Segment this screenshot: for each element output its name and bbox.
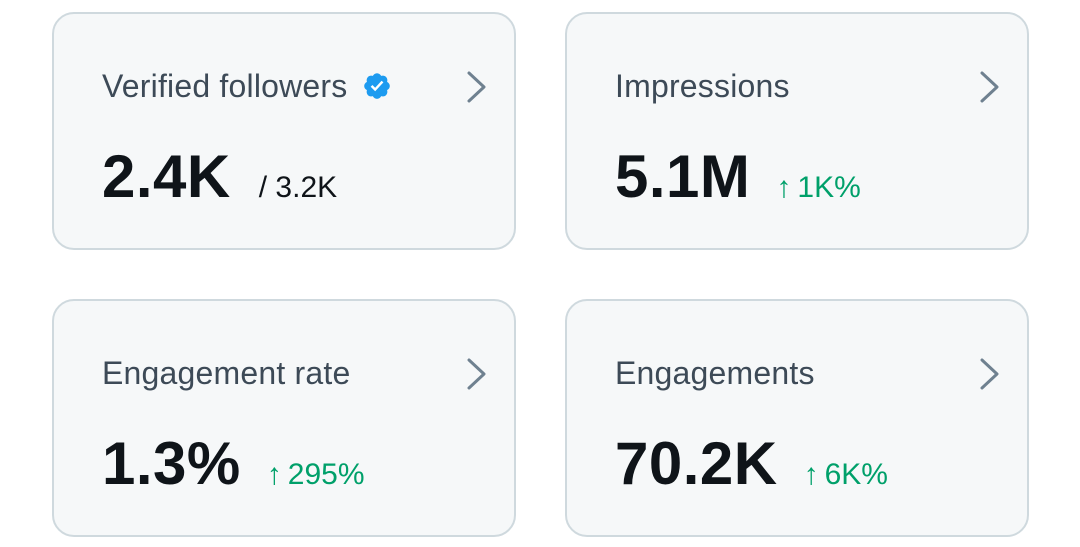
chevron-right-icon[interactable] (979, 70, 1001, 104)
delta-value: 295% (287, 458, 365, 491)
card-title-row: Engagements (615, 353, 815, 393)
chevron-right-icon[interactable] (979, 357, 1001, 391)
card-value: 70.2K (615, 430, 778, 497)
card-title-row: Verified followers (102, 66, 392, 106)
card-value: 1.3% (102, 430, 241, 497)
delta-badge: ↑ 295% (267, 458, 365, 492)
delta-badge: ↑ 6K% (804, 458, 888, 492)
card-verified-followers[interactable]: Verified followers 2.4K / 3.2K (52, 12, 516, 250)
card-value: 5.1M (615, 143, 751, 210)
card-value-row: 5.1M ↑ 1K% (615, 142, 861, 211)
card-engagement-rate[interactable]: Engagement rate 1.3% ↑ 295% (52, 299, 516, 537)
up-arrow-icon: ↑ (266, 458, 282, 491)
card-title: Impressions (615, 67, 790, 104)
card-secondary-value: / 3.2K (258, 171, 338, 204)
card-value-row: 70.2K ↑ 6K% (615, 429, 888, 498)
card-value: 2.4K (102, 143, 231, 210)
card-value-row: 2.4K / 3.2K (102, 142, 337, 211)
chevron-right-icon[interactable] (466, 357, 488, 391)
card-title: Engagements (615, 354, 815, 391)
card-title: Verified followers (102, 67, 348, 104)
up-arrow-icon: ↑ (803, 458, 819, 491)
delta-value: 1K% (797, 171, 861, 204)
card-title-row: Impressions (615, 66, 790, 106)
delta-badge: ↑ 1K% (776, 171, 860, 205)
verified-badge-icon (362, 71, 392, 101)
card-engagements[interactable]: Engagements 70.2K ↑ 6K% (565, 299, 1029, 537)
card-title-row: Engagement rate (102, 353, 351, 393)
card-value-row: 1.3% ↑ 295% (102, 429, 365, 498)
chevron-right-icon[interactable] (466, 70, 488, 104)
card-impressions[interactable]: Impressions 5.1M ↑ 1K% (565, 12, 1029, 250)
card-title: Engagement rate (102, 354, 351, 391)
delta-value: 6K% (824, 458, 888, 491)
up-arrow-icon: ↑ (776, 171, 792, 204)
